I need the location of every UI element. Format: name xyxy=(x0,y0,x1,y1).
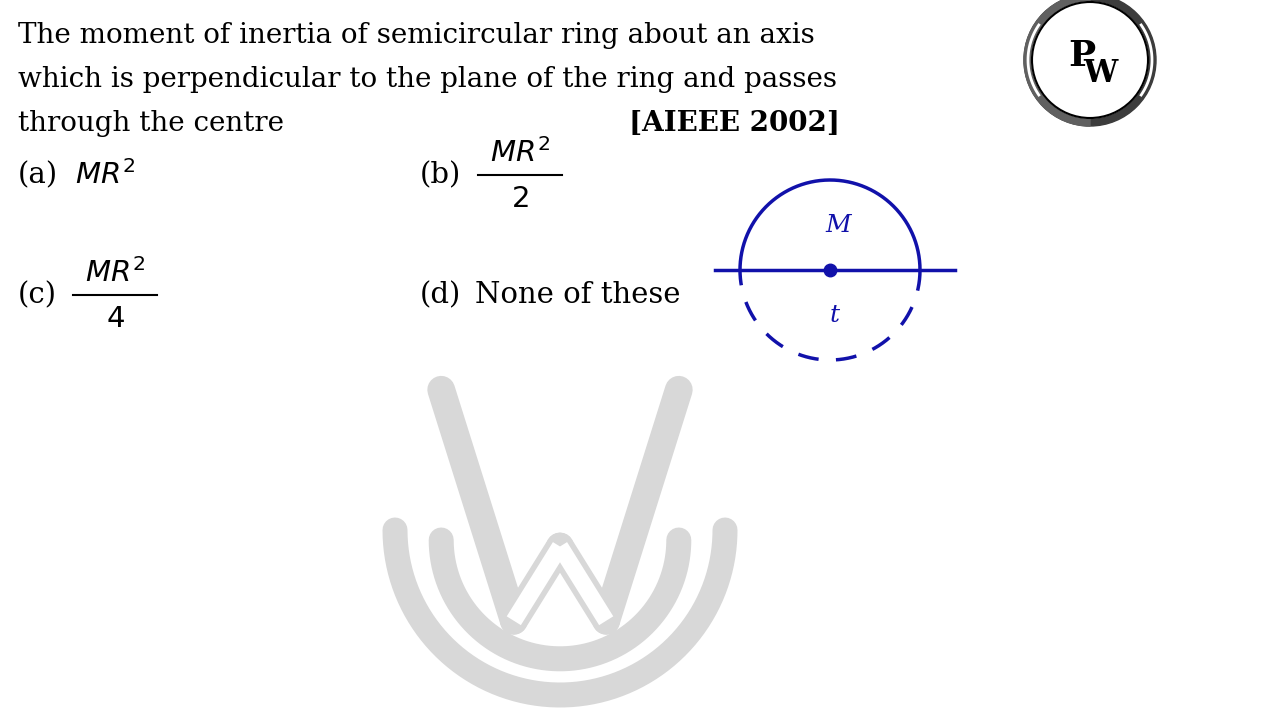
Wedge shape xyxy=(1024,0,1091,126)
Text: M: M xyxy=(826,214,851,236)
Text: (a): (a) xyxy=(18,161,58,189)
Text: through the centre: through the centre xyxy=(18,110,284,137)
Text: (b): (b) xyxy=(420,161,461,189)
Circle shape xyxy=(1032,2,1148,118)
Text: $MR^2$: $MR^2$ xyxy=(84,258,145,288)
Text: [AIEEE 2002]: [AIEEE 2002] xyxy=(628,110,840,137)
Text: t: t xyxy=(829,304,840,326)
Text: P: P xyxy=(1069,39,1096,73)
Circle shape xyxy=(1024,0,1156,126)
Text: $2$: $2$ xyxy=(511,185,529,213)
Text: (d): (d) xyxy=(420,281,461,309)
Text: (c): (c) xyxy=(18,281,58,309)
Text: $MR^2$: $MR^2$ xyxy=(490,138,550,168)
Text: W: W xyxy=(1083,58,1117,89)
Text: None of these: None of these xyxy=(475,281,681,309)
Text: which is perpendicular to the plane of the ring and passes: which is perpendicular to the plane of t… xyxy=(18,66,837,93)
Text: $MR^2$: $MR^2$ xyxy=(76,160,136,190)
Text: $4$: $4$ xyxy=(105,305,124,333)
Text: The moment of inertia of semicircular ring about an axis: The moment of inertia of semicircular ri… xyxy=(18,22,815,49)
